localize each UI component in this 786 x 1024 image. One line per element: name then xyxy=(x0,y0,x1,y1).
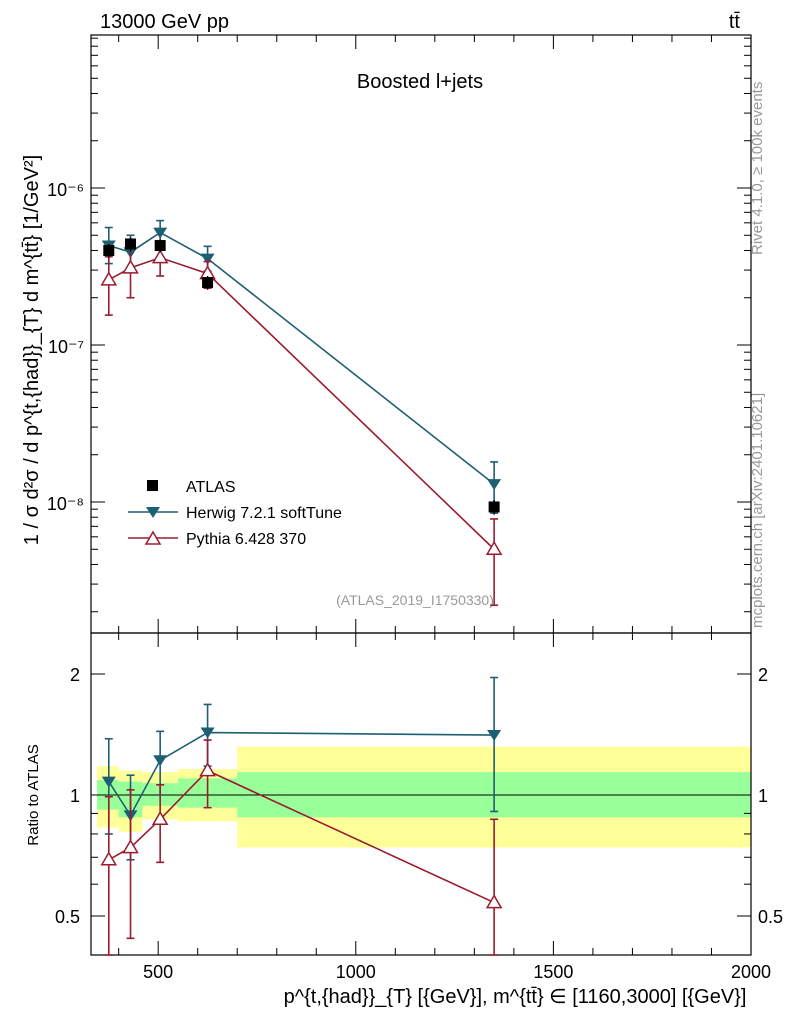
main-y-axis-label: 1 / σ d²σ / d p^{t,{had}}_{T} d m^{tt̄} … xyxy=(21,155,43,545)
ratio-y-tick-label-left: 1 xyxy=(70,786,80,806)
x-tick-label: 1000 xyxy=(336,962,376,982)
pythia-point xyxy=(122,259,139,274)
x-tick-label: 2000 xyxy=(731,962,771,982)
ratio-y-tick-label-right: 0.5 xyxy=(758,907,783,927)
main-y-tick-label: 10⁻⁸ xyxy=(47,494,84,514)
plot-title: Boosted l+jets xyxy=(357,71,483,93)
pythia-ratio-point xyxy=(199,762,216,777)
atlas-point xyxy=(488,501,500,513)
ratio-uncertainty-bands xyxy=(96,746,751,848)
herwig-ratio-point xyxy=(101,776,116,788)
data-marks xyxy=(100,219,503,956)
legend-pythia-marker xyxy=(144,530,162,545)
atlas-point xyxy=(103,244,115,256)
source-label: mcplots.cern.ch [arXiv:2401.10621] xyxy=(749,393,766,628)
legend-herwig-label: Herwig 7.2.1 softTune xyxy=(186,505,342,522)
main-y-tick-label: 10⁻⁷ xyxy=(48,337,84,357)
x-tick-label: 1500 xyxy=(533,962,573,982)
pythia-ratio-point xyxy=(485,894,503,909)
herwig-point xyxy=(200,253,215,265)
herwig-ratio-point xyxy=(153,755,168,767)
pythia-point xyxy=(151,249,169,264)
atlas-point xyxy=(125,238,137,250)
pythia-ratio-point xyxy=(151,810,169,826)
legend-herwig-marker xyxy=(146,507,160,518)
ratio-y-tick-label-right: 2 xyxy=(758,665,768,685)
herwig-line xyxy=(108,231,495,485)
pythia-point xyxy=(485,540,503,556)
x-tick-label: 500 xyxy=(143,962,173,982)
ratio-panel-frame xyxy=(90,632,752,956)
legend-atlas-marker xyxy=(147,480,158,491)
ratio-y-tick-label-right: 1 xyxy=(758,786,768,806)
axis-ticks xyxy=(91,35,752,955)
pythia-point xyxy=(100,271,118,286)
pythia-ratio-point xyxy=(122,839,139,854)
x-axis-label: p^{t,{had}}_{T} [{GeV}], m^{tt̄} ∈ [1160… xyxy=(284,986,747,1008)
herwig-point xyxy=(153,227,168,239)
legend-atlas-label: ATLAS xyxy=(186,479,236,496)
ratio-y-tick-label-left: 2 xyxy=(70,665,80,685)
ratio-y-axis-label: Ratio to ATLAS xyxy=(25,744,42,845)
energy-label: 13000 GeV pp xyxy=(100,11,229,33)
legend: ATLAS Herwig 7.2.1 softTune Pythia 6.428… xyxy=(128,479,342,548)
rivet-label: Rivet 4.1.0, ≥ 100k events xyxy=(749,82,766,255)
ratio-y-tick-label-left: 0.5 xyxy=(55,907,80,927)
main-y-tick-label: 10⁻⁶ xyxy=(47,180,84,200)
atlas-point xyxy=(202,277,214,289)
process-label: tt̄ xyxy=(729,11,741,33)
legend-pythia-label: Pythia 6.428 370 xyxy=(186,531,306,548)
pythia-ratio-point xyxy=(100,851,118,866)
analysis-id: (ATLAS_2019_I1750330) xyxy=(336,592,494,608)
atlas-point xyxy=(154,240,166,252)
herwig-point xyxy=(487,479,502,491)
herwig-ratio-point xyxy=(487,730,502,742)
herwig-ratio-point xyxy=(200,727,215,739)
